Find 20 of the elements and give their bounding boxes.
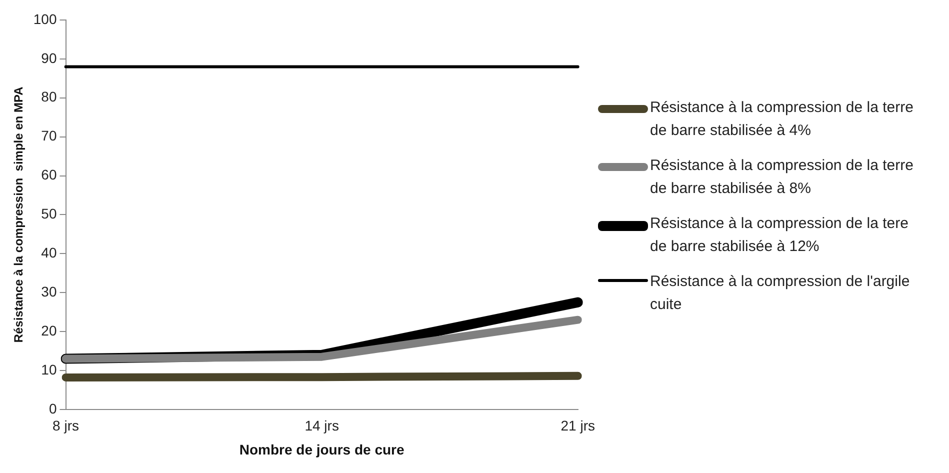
x-tick-label: 21 jrs [560, 418, 595, 434]
y-tick-label: 20 [41, 322, 57, 338]
y-tick-label: 30 [41, 283, 57, 300]
x-axis-title: Nombre de jours de cure [239, 441, 404, 458]
x-tick-label: 14 jrs [304, 418, 339, 434]
y-tick-label: 0 [48, 400, 57, 416]
y-tick-label: 60 [41, 166, 57, 183]
legend-label: Résistance à la compression de la tere de barre stabilisée à 12% [650, 214, 910, 256]
legend-label: Résistance à la compression de la terre de barre stabilisée à 4% [650, 98, 914, 140]
legend-label: Résistance à la compression de la terre de barre stabilisée à 8% [650, 156, 914, 198]
y-axis-title: Résistance à la compression simple en MPA [12, 86, 26, 343]
y-tick-label: 50 [41, 206, 57, 222]
y-tick-label: 90 [41, 50, 57, 66]
y-tick-label: 70 [41, 128, 57, 144]
y-tick-label: 10 [41, 361, 57, 378]
y-tick-label: 100 [33, 10, 57, 27]
legend-label: Résistance à la compression de l'argile cuite [650, 272, 911, 314]
y-tick-label: 40 [41, 244, 57, 260]
x-tick-label: 8 jrs [52, 418, 79, 434]
y-tick-label: 80 [41, 88, 57, 105]
